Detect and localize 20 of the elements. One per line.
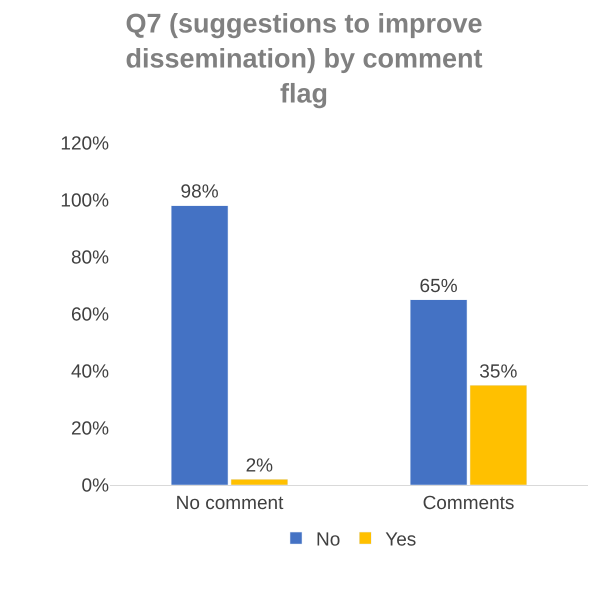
y-tick-label: 60%: [70, 304, 110, 326]
y-tick-label: 120%: [60, 134, 110, 155]
bar: [230, 479, 288, 485]
data-label: 2%: [246, 455, 274, 476]
data-label: 65%: [420, 276, 458, 297]
y-tick-label: 40%: [70, 362, 110, 383]
legend-label: No: [316, 529, 340, 550]
x-tick-label: No comment: [176, 492, 284, 514]
legend-label: Yes: [385, 529, 416, 550]
y-tick-label: 20%: [70, 418, 110, 440]
x-tick-label: Comments: [422, 492, 514, 514]
y-tick-label: 0%: [82, 476, 110, 497]
bar: [410, 300, 468, 485]
bar: [170, 205, 228, 485]
bar: [470, 385, 528, 485]
y-tick-label: 100%: [60, 190, 110, 212]
y-tick-label: 80%: [70, 248, 110, 269]
data-label: 98%: [180, 182, 219, 203]
data-label: 35%: [479, 361, 518, 382]
chart-title: Q7 (suggestions to improve dissemination) by comment flag: [125, 8, 483, 109]
